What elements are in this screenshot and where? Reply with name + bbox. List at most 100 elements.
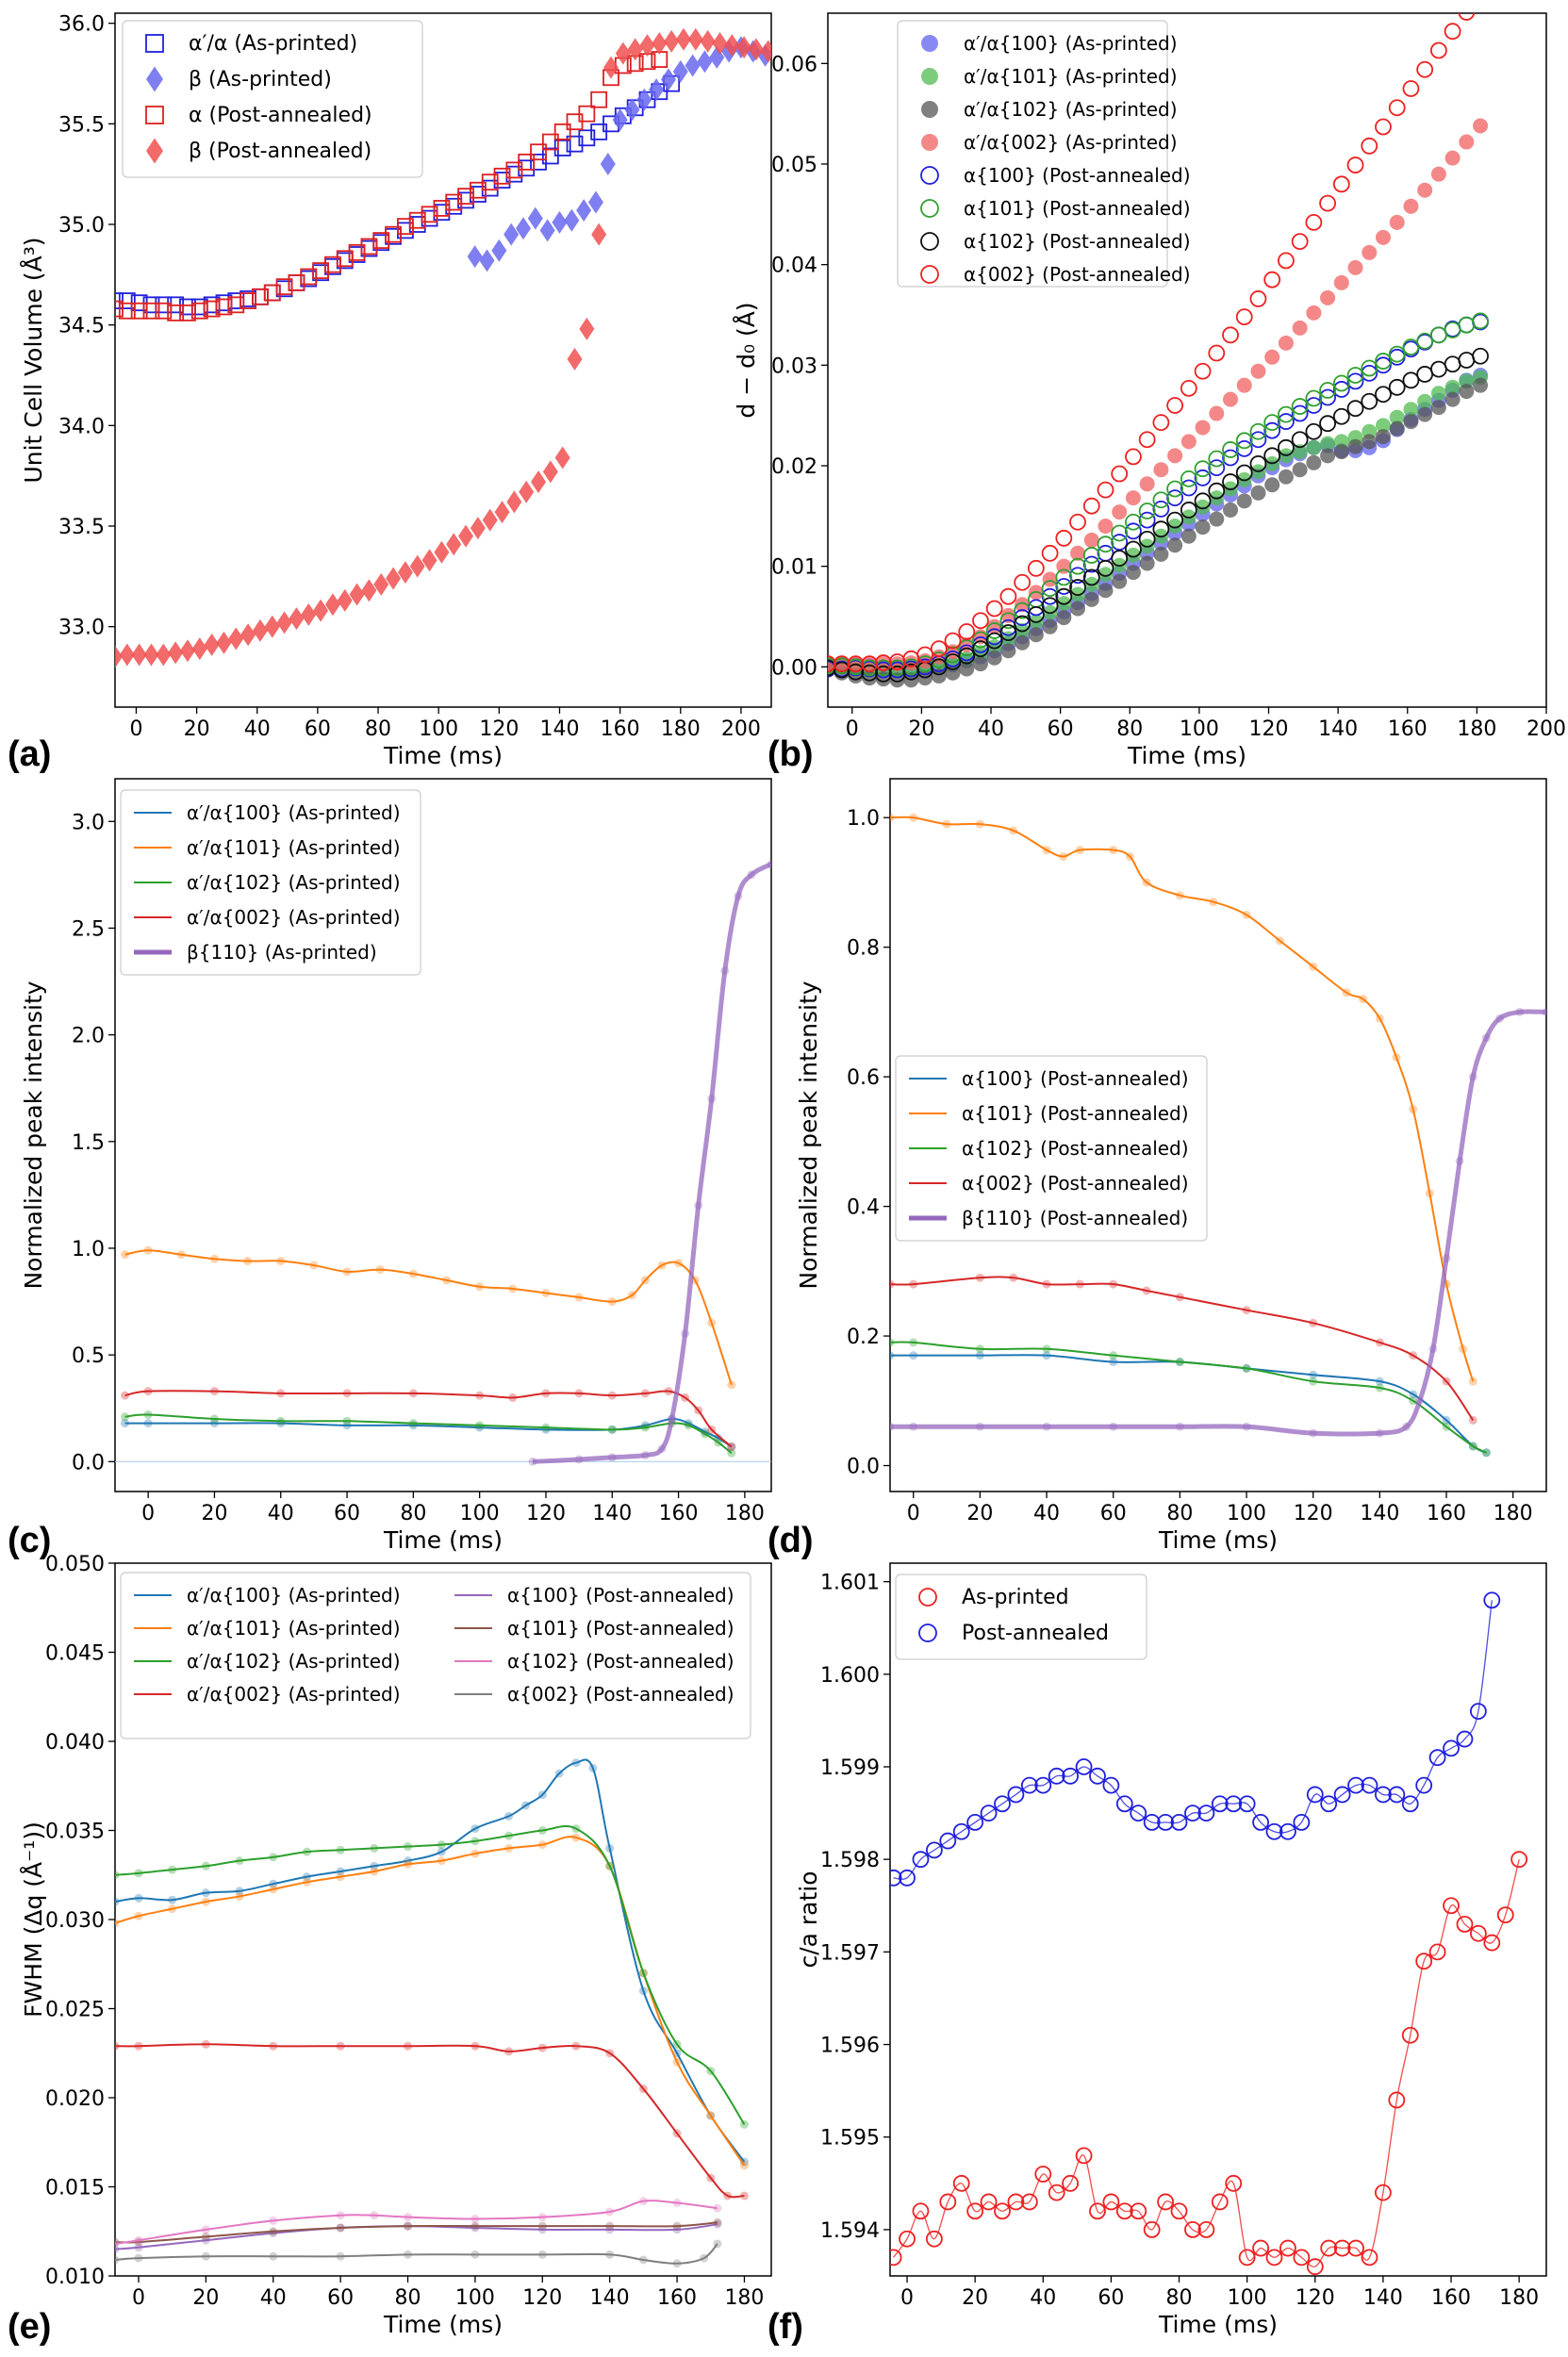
data-point bbox=[972, 631, 989, 649]
x-tick-label: 0 bbox=[846, 717, 859, 741]
x-tick-label: 180 bbox=[1494, 1502, 1533, 1525]
data-point bbox=[1278, 335, 1294, 351]
data-point bbox=[899, 1869, 916, 1887]
y-axis-label: Unit Cell Volume (Å³) bbox=[20, 237, 47, 483]
data-point bbox=[1089, 2202, 1106, 2220]
series bbox=[115, 2197, 722, 2249]
data-point bbox=[1097, 481, 1114, 499]
axes-frame bbox=[114, 12, 772, 708]
data-point bbox=[760, 40, 771, 63]
data-point bbox=[228, 627, 244, 651]
data-point bbox=[1249, 454, 1267, 472]
data-point bbox=[288, 273, 305, 291]
data-point bbox=[1320, 1795, 1338, 1813]
data-point bbox=[1472, 312, 1489, 330]
data-point bbox=[1278, 252, 1295, 270]
data-point bbox=[1444, 391, 1461, 407]
series-line bbox=[124, 1413, 733, 1455]
data-point bbox=[1209, 511, 1225, 527]
x-tick-label: 120 bbox=[1294, 1502, 1333, 1525]
data-point bbox=[1082, 569, 1100, 586]
data-point bbox=[1125, 540, 1142, 558]
legend-item: α{101} (Post-annealed) bbox=[920, 197, 1191, 220]
legend-box bbox=[897, 20, 1168, 288]
legend-item: α{101} (Post-annealed) bbox=[909, 1102, 1189, 1125]
data-point bbox=[1082, 547, 1100, 564]
legend-item: α{100} (Post-annealed) bbox=[909, 1067, 1189, 1090]
series-line bbox=[124, 1249, 733, 1386]
series bbox=[115, 1824, 749, 2129]
x-tick-label: 40 bbox=[244, 717, 271, 741]
data-point bbox=[115, 645, 123, 668]
legend-label: β (As-printed) bbox=[189, 68, 332, 91]
data-point bbox=[1346, 157, 1364, 173]
data-point bbox=[1048, 2184, 1065, 2201]
data-point bbox=[986, 650, 1002, 666]
data-point bbox=[1320, 2239, 1338, 2257]
data-point bbox=[1166, 480, 1184, 498]
x-tick-label: 180 bbox=[725, 1502, 765, 1525]
data-point bbox=[530, 153, 547, 171]
legend-label: α′/α{002} (As-printed) bbox=[964, 131, 1178, 154]
data-point bbox=[833, 655, 850, 673]
y-tick-label: 1.597 bbox=[820, 1941, 880, 1965]
data-point bbox=[168, 641, 184, 665]
data-point bbox=[1143, 2221, 1161, 2238]
data-point bbox=[1125, 448, 1142, 466]
series-line bbox=[893, 1600, 1493, 1880]
data-point bbox=[1346, 372, 1364, 390]
y-tick-label: 1.5 bbox=[72, 1131, 105, 1155]
legend: α′/α{100} (As-printed) α′/α{101} (As-prin… bbox=[897, 20, 1191, 288]
y-tick-label: 0.5 bbox=[72, 1344, 105, 1368]
y-tick-label: 1.600 bbox=[820, 1664, 880, 1688]
data-point bbox=[337, 588, 353, 612]
data-point bbox=[1235, 308, 1253, 326]
data-point bbox=[1472, 347, 1489, 365]
series bbox=[890, 1273, 1477, 1425]
data-point bbox=[1332, 374, 1350, 392]
y-tick-label: 0.4 bbox=[847, 1196, 880, 1220]
data-point bbox=[1055, 529, 1073, 547]
data-point bbox=[624, 98, 640, 122]
data-point bbox=[912, 2202, 930, 2220]
x-tick-label: 120 bbox=[526, 1502, 566, 1525]
data-point bbox=[1320, 436, 1336, 452]
data-point bbox=[1056, 610, 1072, 626]
data-point bbox=[1291, 398, 1309, 415]
data-point bbox=[1459, 384, 1475, 400]
x-tick-label: 0 bbox=[141, 1502, 155, 1525]
data-point bbox=[1458, 352, 1476, 369]
x-tick-label: 20 bbox=[966, 1502, 993, 1525]
data-point bbox=[397, 561, 413, 585]
data-point bbox=[748, 38, 764, 61]
data-point bbox=[994, 1795, 1011, 1813]
legend-label: α′/α{102} (As-printed) bbox=[187, 871, 401, 894]
data-point bbox=[1473, 118, 1489, 134]
data-point bbox=[1138, 530, 1156, 548]
data-point bbox=[627, 38, 643, 61]
data-point bbox=[1249, 422, 1267, 440]
x-tick-label: 160 bbox=[1431, 2286, 1471, 2310]
data-point bbox=[1444, 150, 1461, 166]
data-point bbox=[1389, 409, 1405, 425]
data-point bbox=[1293, 1814, 1311, 1831]
y-tick-label: 1.598 bbox=[820, 1849, 880, 1872]
chart-f: 0 20 40 60 80 100 120 140 160 180 1.594 1.595 1.596 1… bbox=[767, 1562, 1547, 2347]
data-point bbox=[1130, 1805, 1147, 1821]
x-tick-label: 140 bbox=[1360, 1502, 1399, 1525]
data-point bbox=[1416, 366, 1434, 383]
data-point bbox=[736, 36, 752, 59]
data-point bbox=[553, 140, 571, 157]
series-line bbox=[890, 1354, 1487, 1454]
data-point bbox=[847, 663, 865, 681]
data-point bbox=[1197, 2221, 1215, 2238]
data-point bbox=[1456, 1916, 1474, 1933]
data-point bbox=[980, 2193, 998, 2211]
series bbox=[828, 13, 1476, 673]
data-point bbox=[457, 188, 474, 206]
data-point bbox=[1069, 513, 1086, 531]
data-point bbox=[494, 501, 510, 524]
x-tick-label: 40 bbox=[1030, 2286, 1056, 2310]
data-point bbox=[1167, 519, 1183, 534]
data-point bbox=[1375, 429, 1391, 445]
